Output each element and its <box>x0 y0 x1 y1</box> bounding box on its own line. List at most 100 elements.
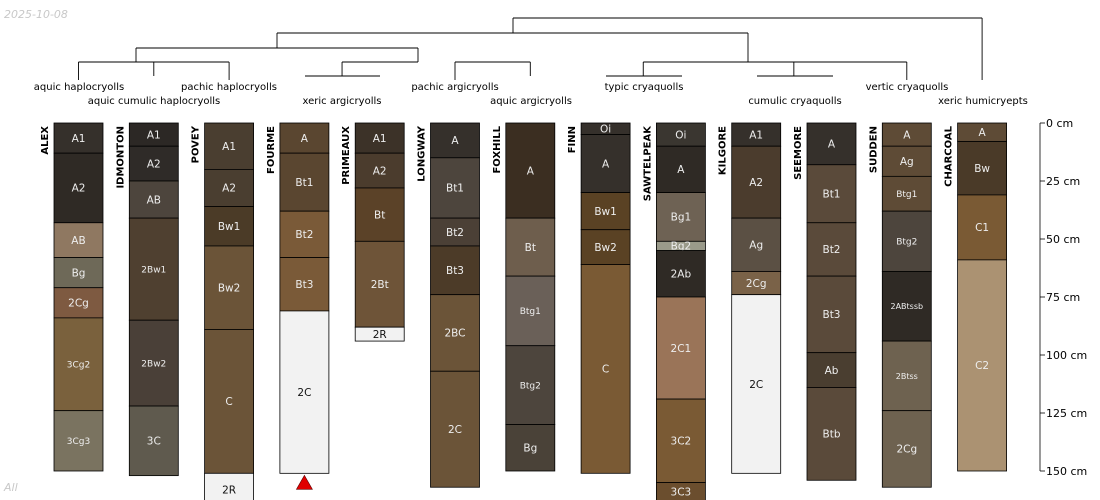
cluster-label: vertic cryaquolls <box>866 82 949 93</box>
horizon-btb <box>806 387 857 481</box>
depth-tick-label: 50 cm <box>1046 233 1080 246</box>
depth-tick-label: 150 cm <box>1046 465 1087 478</box>
horizon-label: A2 <box>373 165 387 177</box>
horizon-bt <box>354 187 405 242</box>
profile-name: CHARCOAL <box>944 125 955 186</box>
horizon-label: A1 <box>373 133 387 145</box>
horizon-label: Oi <box>600 124 611 136</box>
horizon-2c <box>731 294 782 474</box>
horizon-2ab <box>656 250 706 298</box>
horizon-2bt <box>354 240 405 328</box>
horizon-2bc <box>430 294 480 372</box>
horizon-2cg <box>881 410 932 488</box>
soil-profiles: A1 A2 AB Bg 2Cg 3Cg2 3Cg3 ALEX A1 A2 AB 2Bw1 2Bw2 3C I… <box>40 122 1007 500</box>
horizon-label: A2 <box>72 183 86 195</box>
horizon-label: 2R <box>373 329 387 341</box>
horizon-label: 2C <box>749 379 763 391</box>
horizon-label: A <box>903 129 911 141</box>
cluster-label: typic cryaquolls <box>605 82 684 93</box>
horizon-label: A <box>527 165 535 177</box>
horizon-bt2 <box>430 217 480 247</box>
horizon-bg <box>53 257 104 289</box>
horizon-2c <box>430 370 480 488</box>
cluster-label: xeric argicryolls <box>303 96 382 107</box>
horizon-a <box>580 134 631 194</box>
horizon-3cg2 <box>53 317 104 412</box>
horizon-label: C2 <box>975 360 989 372</box>
horizon-label: Ag <box>749 240 763 252</box>
cluster-label: aquic haplocryolls <box>34 82 124 93</box>
depth-tick-label: 75 cm <box>1046 291 1080 304</box>
horizon-label: 2Cg <box>896 444 917 456</box>
profile-name: FINN <box>567 126 578 153</box>
horizon-label: 2ABtssb <box>890 302 923 311</box>
horizon-2abtssb <box>881 271 932 342</box>
horizon-bt2 <box>806 222 857 277</box>
horizon-label: Ag <box>900 156 914 168</box>
horizon-label: Oi <box>675 129 686 141</box>
horizon-2cg <box>53 287 104 319</box>
horizon-label: C <box>602 364 609 376</box>
cluster-label: aquic cumulic haplocryolls <box>88 96 221 107</box>
horizon-label: 2BC <box>444 328 465 340</box>
profile-name: KILGORE <box>718 126 729 175</box>
profile-name: IDMONTON <box>115 126 126 189</box>
profile-fourme: A Bt1 Bt2 Bt3 2C FOURME <box>266 122 330 490</box>
horizon-2bw2 <box>128 319 179 407</box>
horizon-bt1 <box>430 157 480 219</box>
horizon-label: Bw2 <box>594 242 616 254</box>
profile-sawtelpeak: Oi A Bg1 Bg2 2Ab 2C1 3C2 3C3 SAWTELPEAK <box>642 122 706 500</box>
horizon-label: 3C <box>147 436 161 448</box>
horizon-label: A1 <box>749 129 763 141</box>
horizon-3c3 <box>656 482 706 500</box>
horizon-label: Bw <box>974 163 990 175</box>
profile-name: SAWTELPEAK <box>642 125 653 201</box>
profile-name: FOURME <box>266 126 277 174</box>
horizon-label: 2Cg <box>746 278 767 290</box>
horizon-label: Bw1 <box>594 206 616 218</box>
horizon-label: Bg <box>72 267 86 279</box>
horizon-label: Bg <box>523 443 537 455</box>
horizon-label: 2Bt <box>371 279 389 291</box>
profile-foxhill: A Bt Btg1 Btg2 Bg FOXHILL <box>492 122 556 472</box>
horizon-label: Btb <box>823 429 841 441</box>
horizon-label: Bw2 <box>218 283 240 295</box>
horizon-label: 2Ab <box>671 269 692 281</box>
horizon-label: Ab <box>825 365 839 377</box>
horizon-ag <box>731 217 782 272</box>
horizon-btg1 <box>881 175 932 212</box>
horizon-label: 2C <box>297 387 311 399</box>
horizon-label: Btg2 <box>520 381 541 391</box>
horizon-label: Btg2 <box>896 238 917 248</box>
cluster-label: xeric humicryepts <box>938 96 1028 107</box>
cluster-label: cumulic cryaquolls <box>748 96 841 107</box>
horizon-label: 3Cg3 <box>67 437 90 447</box>
horizon-2r <box>204 472 255 500</box>
cluster-label: pachic argicryolls <box>411 82 498 93</box>
horizon-label: 2Bw1 <box>141 265 166 275</box>
horizon-label: 2Bw2 <box>141 359 166 369</box>
cluster-label: aquic argicryolls <box>490 96 572 107</box>
horizon-label: Bt2 <box>822 244 840 256</box>
horizon-label: 2R <box>222 484 236 496</box>
horizon-label: Bg1 <box>671 212 692 224</box>
horizon-label: A2 <box>147 158 161 170</box>
horizon-label: A1 <box>147 129 161 141</box>
horizon-ab <box>53 222 104 258</box>
horizon-bw1 <box>580 192 631 231</box>
horizon-c <box>204 329 255 474</box>
horizon-label: 2C1 <box>671 343 692 355</box>
horizon-label: 2Btss <box>896 372 918 381</box>
profile-seemore: A Bt1 Bt2 Bt3 Ab Btb SEEMORE <box>793 122 857 481</box>
profile-primeaux: A1 A2 Bt 2Bt 2R PRIMEAUX <box>341 122 405 342</box>
horizon-3c <box>128 405 179 477</box>
profile-name: SUDDEN <box>868 126 879 173</box>
depth-tick-label: 125 cm <box>1046 407 1087 420</box>
horizon-a1 <box>354 122 405 154</box>
horizon-label: C <box>225 396 232 408</box>
horizon-label: A <box>828 139 836 151</box>
profile-povey: A1 A2 Bw1 Bw2 C 2R POVEY <box>191 122 255 500</box>
horizon-3c2 <box>656 398 706 483</box>
horizon-label: AB <box>71 235 85 247</box>
